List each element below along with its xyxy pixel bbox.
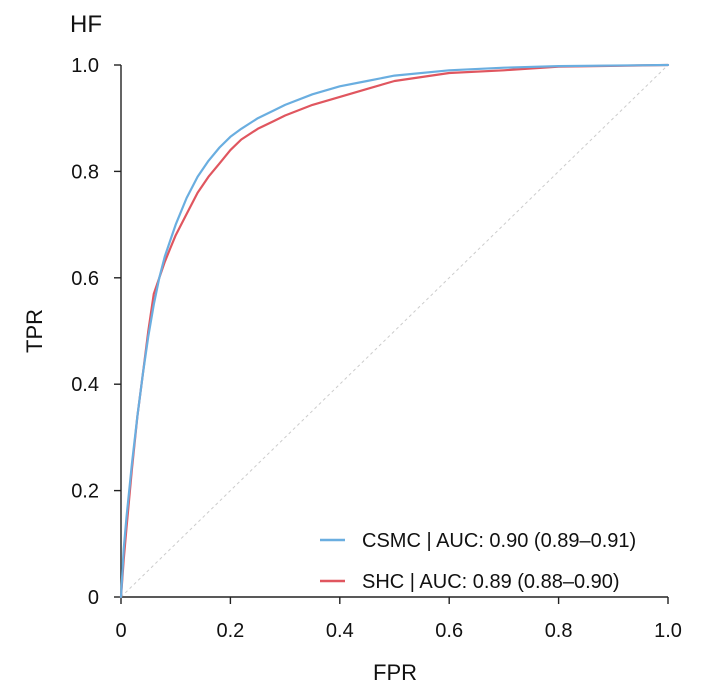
y-tick-label-5: 1.0 [71,55,99,77]
legend: CSMC | AUC: 0.90 (0.89–0.91) SHC | AUC: 0… [320,530,636,593]
x-tick-label-2: 0.4 [326,620,354,642]
x-tick-label-1: 0.2 [216,620,244,642]
reference-diagonal-line [120,64,669,598]
x-tick-label-5: 1.0 [654,620,682,642]
series-line-csmc [119,63,670,599]
x-tick-label-0: 0 [115,620,126,642]
x-tick-label-4: 0.8 [545,620,573,642]
chart-title: HF [70,11,102,38]
legend-label-0: CSMC | AUC: 0.90 (0.89–0.91) [362,530,636,552]
y-tick-label-1: 0.2 [71,481,99,503]
x-axis-title: FPR [373,660,417,685]
y-tick-label-4: 0.8 [71,161,99,183]
y-axis-title: TPR [22,309,47,353]
y-tick-label-3: 0.6 [71,268,99,290]
x-tick-label-3: 0.6 [435,620,463,642]
plot-area: 0 0.2 0.4 0.6 0.8 1.0 0 0.2 0.4 0.6 0.8 1.0 [71,55,682,642]
y-tick-label-2: 0.4 [71,374,99,396]
legend-label-1: SHC | AUC: 0.89 (0.88–0.90) [362,571,620,593]
y-tick-label-0: 0 [88,587,99,609]
